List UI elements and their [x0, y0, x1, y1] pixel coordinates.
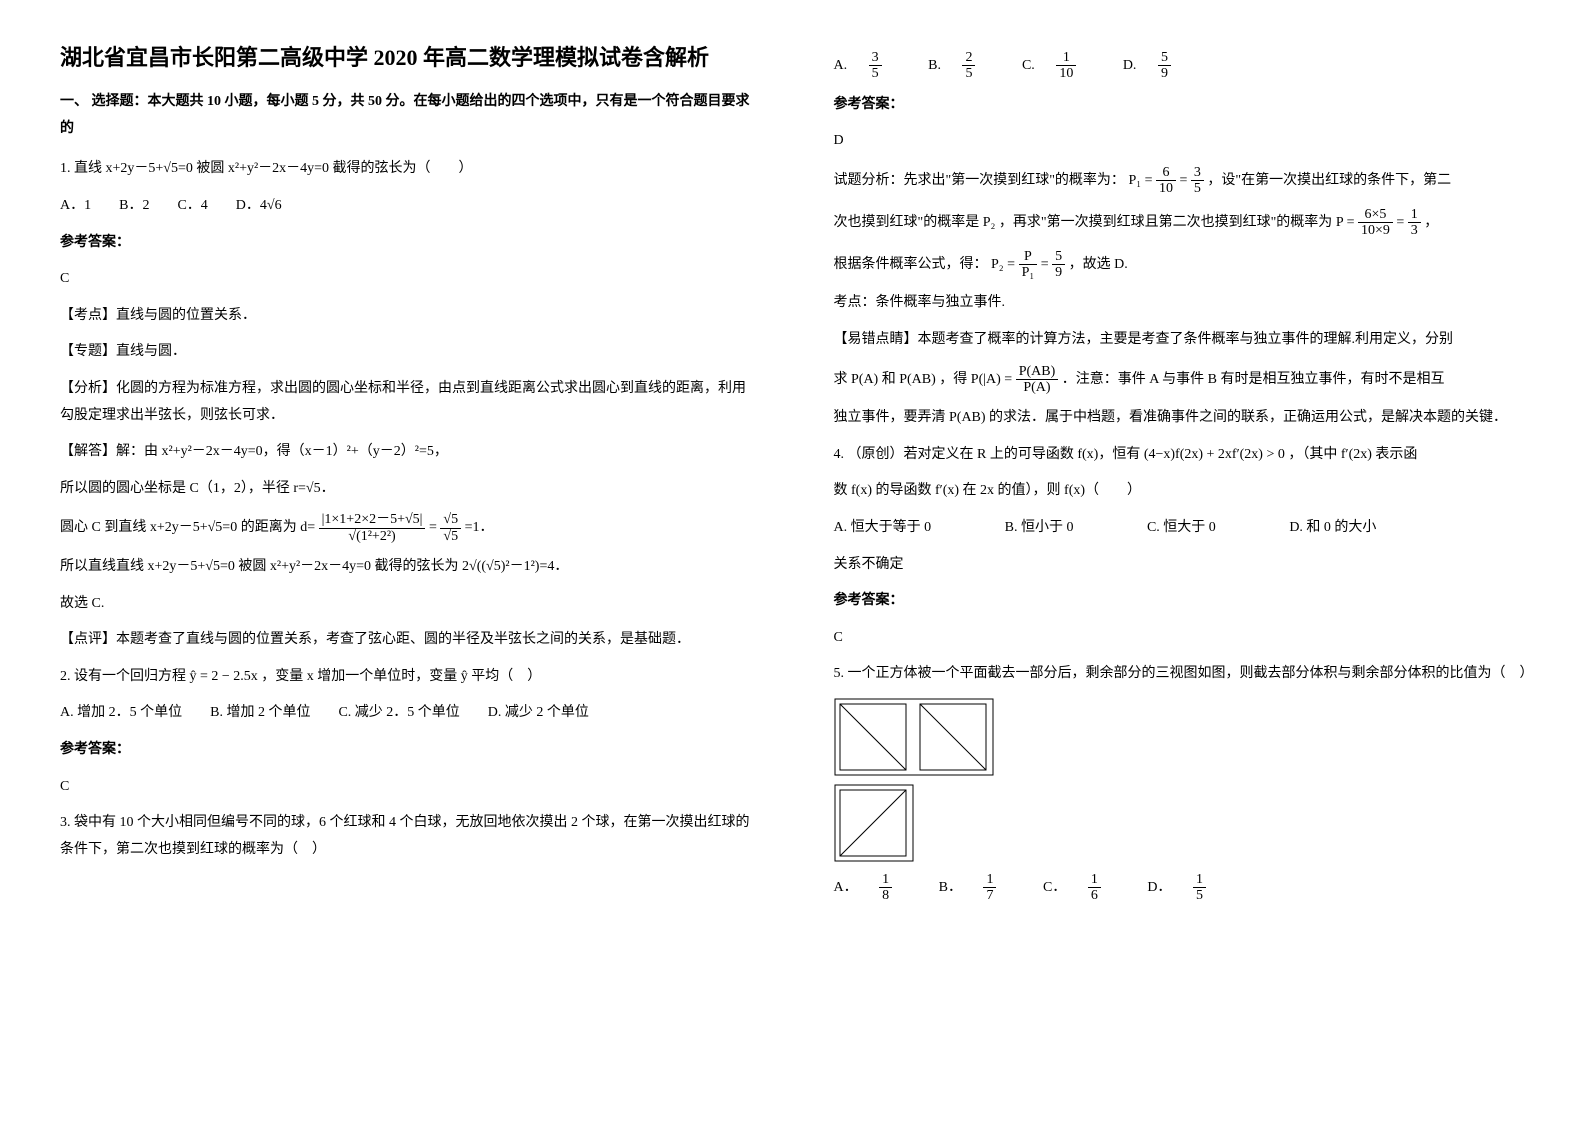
q3-e4: 考点：条件概率与独立事件. [834, 290, 1528, 317]
q5-optD-frac: 15 [1193, 872, 1224, 904]
three-view-bottom [834, 784, 914, 862]
section-a-header: 一、 选择题：本大题共 10 小题，每小题 5 分，共 50 分。在每小题给出的… [60, 89, 754, 142]
q1-e6-frac1: |1×1+2×2－5+√5| √(1²+2²) [319, 512, 426, 544]
q4-stem2: 数 f(x) 的导函数 f′(x) 在 2x 的值），则 f(x)（ ） [834, 478, 1528, 505]
q3-ans: D [834, 128, 1528, 155]
q2-options: A. 增加 2．5 个单位 B. 增加 2 个单位 C. 减少 2．5 个单位 … [60, 700, 754, 727]
q1-e9: 【点评】本题考查了直线与圆的位置关系，考查了弦心距、圆的半径及半弦长之间的关系，… [60, 627, 754, 654]
q1-e7: 所以直线直线 x+2y－5+√5=0 被圆 x²+y²－2x－4y=0 截得的弦… [60, 554, 754, 581]
q5-optC-frac: 16 [1088, 872, 1119, 904]
q4-stem: 4. （原创）若对定义在 R 上的可导函数 f(x)，恒有 (4−x)f(2x)… [834, 442, 1528, 469]
q1-e8: 故选 C. [60, 591, 754, 618]
q3-e7: 独立事件，要弄清 P(AB) 的求法．属于中档题，看准确事件之间的联系，正确运用… [834, 405, 1528, 432]
q1-stem: 1. 直线 x+2y－5+√5=0 被圆 x²+y²－2x－4y=0 截得的弦长… [60, 156, 754, 183]
q5-optB-frac: 17 [983, 872, 1014, 904]
q1-e2: 【专题】直线与圆． [60, 339, 754, 366]
q3-optD-frac: 59 [1158, 50, 1189, 82]
q5-optA-frac: 18 [879, 872, 910, 904]
q3-e6: 求 P(A) 和 P(AB) ，得 P(|A) = P(AB)P(A) ．注意：… [834, 364, 1528, 396]
q2-ans-label: 参考答案： [60, 737, 754, 764]
q1-ans-label: 参考答案： [60, 230, 754, 257]
q5-three-view [834, 698, 1528, 862]
q4-options: A. 恒大于等于 0 B. 恒小于 0 C. 恒大于 0 D. 和 0 的大小 [834, 515, 1528, 542]
q1-e1: 【考点】直线与圆的位置关系． [60, 303, 754, 330]
main-title: 湖北省宜昌市长阳第二高级中学 2020 年高二数学理模拟试卷含解析 [60, 40, 754, 75]
q1-options: A．1 B．2 C．4 D．4√6 [60, 193, 754, 220]
q3-e3: 根据条件概率公式，得： P₂ = PP₁ = 59 ，故选 D. [834, 249, 1528, 281]
three-view-top-row [834, 698, 994, 776]
q2-ans: C [60, 774, 754, 801]
q4-ans: C [834, 625, 1528, 652]
q3-optB-frac: 25 [962, 50, 993, 82]
q1-ans: C [60, 266, 754, 293]
q4-opt-e: 关系不确定 [834, 552, 1528, 579]
q1-e6a: 圆心 C 到直线 x+2y－5+√5=0 的距离为 d= [60, 520, 315, 535]
left-column: 湖北省宜昌市长阳第二高级中学 2020 年高二数学理模拟试卷含解析 一、 选择题… [60, 40, 754, 914]
q3-stem: 3. 袋中有 10 个大小相同但编号不同的球，6 个红球和 4 个白球，无放回地… [60, 810, 754, 863]
q5-stem: 5. 一个正方体被一个平面截去一部分后，剩余部分的三视图如图，则截去部分体积与剩… [834, 661, 1528, 688]
q1-e6: 圆心 C 到直线 x+2y－5+√5=0 的距离为 d= |1×1+2×2－5+… [60, 512, 754, 544]
q3-e2: 次也摸到红球"的概率是 P₂ ，再求"第一次摸到红球且第二次也摸到红球"的概率为… [834, 207, 1528, 239]
q5-options: A． 18 B． 17 C． 16 D． 15 [834, 872, 1528, 904]
q3-optC-frac: 110 [1056, 50, 1094, 82]
q3-e5: 【易错点睛】本题考查了概率的计算方法，主要是考查了条件概率与独立事件的理解.利用… [834, 327, 1528, 354]
q2-stem: 2. 设有一个回归方程 ŷ = 2 − 2.5x ，变量 x 增加一个单位时，变… [60, 664, 754, 691]
q3-options: A. 35 B. 25 C. 110 D. 59 [834, 50, 1528, 82]
q3-ans-label: 参考答案： [834, 92, 1528, 119]
right-column: A. 35 B. 25 C. 110 D. 59 参考答案： D 试题分析：先求… [834, 40, 1528, 914]
q3-e1: 试题分析：先求出"第一次摸到红球"的概率为： P₁ = 610 = 35 ，设"… [834, 165, 1528, 197]
q1-e4: 【解答】解：由 x²+y²－2x－4y=0，得（x－1）²+（y－2）²=5， [60, 439, 754, 466]
q1-e3: 【分析】化圆的方程为标准方程，求出圆的圆心坐标和半径，由点到直线距离公式求出圆心… [60, 376, 754, 429]
q4-ans-label: 参考答案： [834, 588, 1528, 615]
q1-e5: 所以圆的圆心坐标是 C（1，2），半径 r=√5． [60, 476, 754, 503]
q3-optA-frac: 35 [869, 50, 900, 82]
q1-e6-frac2: √5 √5 [440, 512, 461, 544]
